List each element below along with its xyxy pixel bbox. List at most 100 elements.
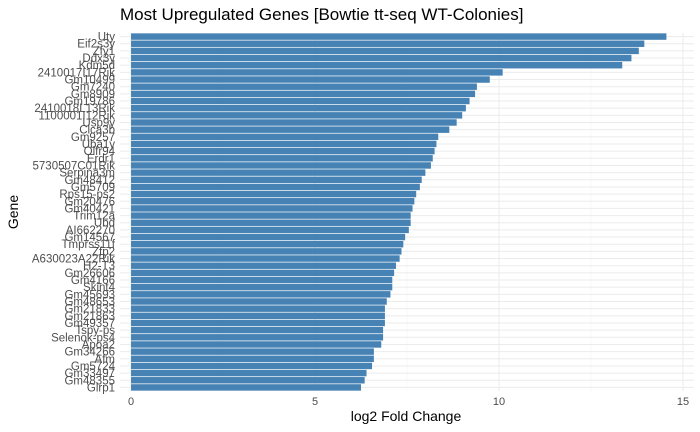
y-tick-label: Apoa2 — [82, 339, 115, 351]
y-tick-label: Glrp1 — [87, 382, 115, 394]
x-tick-labels: 0 5 10 15 — [128, 396, 689, 408]
bar — [131, 76, 490, 83]
bar — [131, 291, 391, 298]
bar — [131, 133, 439, 141]
bar — [131, 326, 384, 334]
y-tick-label: Olfr94 — [84, 146, 116, 158]
x-tick-label: 10 — [493, 396, 505, 408]
bar — [131, 255, 400, 262]
bar — [131, 377, 365, 384]
y-tick-label: Skint4 — [83, 282, 116, 294]
bar — [131, 40, 645, 47]
bar — [131, 248, 402, 255]
y-tick-label: Gm7240 — [71, 82, 115, 94]
y-tick-label: Gm8909 — [71, 89, 115, 101]
y-tick-label: Gm49357 — [64, 318, 115, 330]
y-tick-label: Trim12a — [73, 211, 115, 223]
y-tick-label: Ubd — [94, 218, 115, 230]
y-tick-label: Gm20476 — [64, 196, 115, 208]
bar — [131, 205, 413, 212]
bar — [131, 190, 417, 198]
y-tick-label: Gm4166 — [71, 275, 115, 287]
y-tick-label: 5730507C01Rik — [33, 160, 116, 172]
y-tick-label: Gm40421 — [64, 203, 115, 215]
y-tick-label: Usp9y — [82, 118, 115, 130]
bar — [131, 212, 411, 219]
x-tick-label: 0 — [128, 396, 134, 408]
y-tick-label: Gm34266 — [64, 347, 115, 359]
bar — [131, 33, 667, 40]
bar — [131, 334, 384, 341]
bar — [131, 305, 385, 312]
bar — [131, 90, 476, 98]
y-tick-label: Gm48412 — [64, 175, 115, 187]
bars — [131, 33, 667, 391]
y-tick-label: Eif2s3y — [77, 39, 115, 51]
bar — [131, 176, 422, 184]
y-tick-label: Gm5724 — [71, 361, 116, 373]
bar — [131, 240, 404, 248]
bar — [131, 198, 415, 205]
y-tick-label: Gm19786 — [64, 96, 115, 108]
y-tick-label: Zfp2 — [92, 246, 115, 258]
y-tick-label: 2410017I17Rik — [38, 67, 116, 79]
bar — [131, 97, 470, 105]
y-tick-labels: UtyEif2s3yZfy1Ddx3yKdm5d2410017I17RikGm1… — [32, 32, 116, 395]
bar — [131, 355, 374, 363]
y-tick-label: A630023A22Rik — [32, 254, 115, 266]
y-tick-label: Gm48653 — [64, 297, 115, 309]
x-axis-title: log2 Fold Change — [351, 408, 462, 424]
chart-title: Most Upregulated Genes [Bowtie tt-seq WT… — [120, 5, 523, 24]
y-tick-label: Gm48355 — [64, 375, 115, 387]
bar — [131, 319, 385, 327]
y-tick-label: Gm5709 — [71, 182, 115, 194]
y-tick-label: Gm21863 — [64, 311, 115, 323]
bar — [131, 162, 431, 169]
bar — [131, 112, 463, 119]
y-tick-label: Gm14567 — [64, 232, 115, 244]
y-tick-label: Uty — [98, 32, 116, 44]
bar — [131, 47, 639, 55]
y-tick-label: Gm10499 — [64, 75, 115, 87]
y-tick-label: Gm45693 — [64, 289, 115, 301]
bar — [131, 61, 623, 69]
bar — [131, 276, 393, 284]
y-tick-label: Selenok-ps4 — [51, 332, 116, 344]
bar — [131, 226, 409, 234]
bar — [131, 54, 632, 62]
y-tick-label: Gm26606 — [64, 268, 115, 280]
y-tick-label: Ddx3y — [82, 53, 115, 65]
y-tick-label: Tmprss11f — [62, 239, 116, 251]
y-tick-label: Serpina3m — [59, 168, 115, 180]
bar — [131, 362, 373, 370]
y-tick-label: Erdr1 — [87, 153, 115, 165]
bar — [131, 155, 433, 162]
bar — [131, 269, 395, 277]
bar — [131, 219, 411, 226]
bar — [131, 140, 437, 148]
y-tick-label: 2410018L13Rik — [34, 103, 115, 115]
bar — [131, 283, 393, 291]
y-tick-label: AI662270 — [66, 225, 115, 237]
y-tick-label: Gm33497 — [64, 368, 115, 380]
bar — [131, 233, 406, 241]
bar — [131, 104, 466, 112]
bar — [131, 83, 477, 90]
y-tick-label: Gm21833 — [64, 304, 115, 316]
bar — [131, 341, 382, 348]
bar — [131, 312, 385, 320]
y-tick-label: Gm9257 — [71, 132, 115, 144]
bar — [131, 183, 420, 191]
y-tick-label: Clca3b — [79, 125, 115, 137]
bar — [131, 147, 435, 155]
bar — [131, 384, 362, 391]
bar — [131, 119, 457, 126]
x-tick-label: 5 — [312, 396, 318, 408]
bar — [131, 298, 387, 305]
y-tick-label: Kdm5d — [79, 60, 115, 72]
y-tick-label: H2-T3 — [83, 261, 115, 273]
y-tick-label: Uba1y — [82, 139, 115, 151]
bar — [131, 348, 374, 355]
y-tick-label: Tspy-ps — [75, 325, 115, 337]
